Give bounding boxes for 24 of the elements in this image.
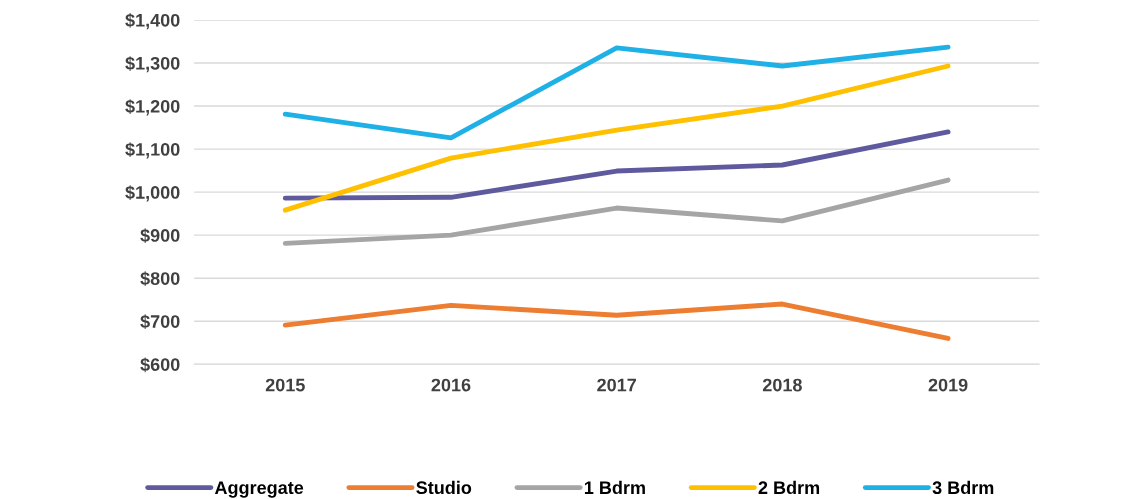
- y-tick-label: $1,100: [125, 142, 180, 159]
- x-tick-label: 2015: [265, 378, 305, 392]
- y-tick-label: $600: [140, 357, 180, 373]
- legend-label: Studio: [416, 480, 472, 495]
- y-tick-label: $1,200: [125, 99, 180, 116]
- line-series: [282, 44, 951, 141]
- y-tick-label: $900: [140, 228, 180, 244]
- legend-label: 1 Bdrm: [584, 480, 645, 495]
- legend-label: Aggregate: [214, 481, 304, 498]
- x-tick-label: 2016: [431, 378, 471, 392]
- line-series: [282, 301, 951, 341]
- line-series: [282, 177, 951, 246]
- y-tick-label: $1,000: [125, 185, 180, 202]
- line-series: [282, 63, 951, 213]
- y-tick-label: $800: [140, 271, 180, 287]
- x-tick-label: 2018: [762, 378, 802, 392]
- y-tick-label: $1,400: [125, 13, 180, 30]
- legend-label: 2 Bdrm: [758, 480, 820, 495]
- y-tick-label: $700: [140, 314, 180, 330]
- y-tick-label: $1,300: [125, 56, 180, 73]
- x-tick-label: 2017: [597, 378, 636, 392]
- legend-label: 3 Bdrm: [932, 480, 994, 495]
- line-series: [282, 129, 951, 201]
- x-tick-label: 2019: [928, 378, 968, 392]
